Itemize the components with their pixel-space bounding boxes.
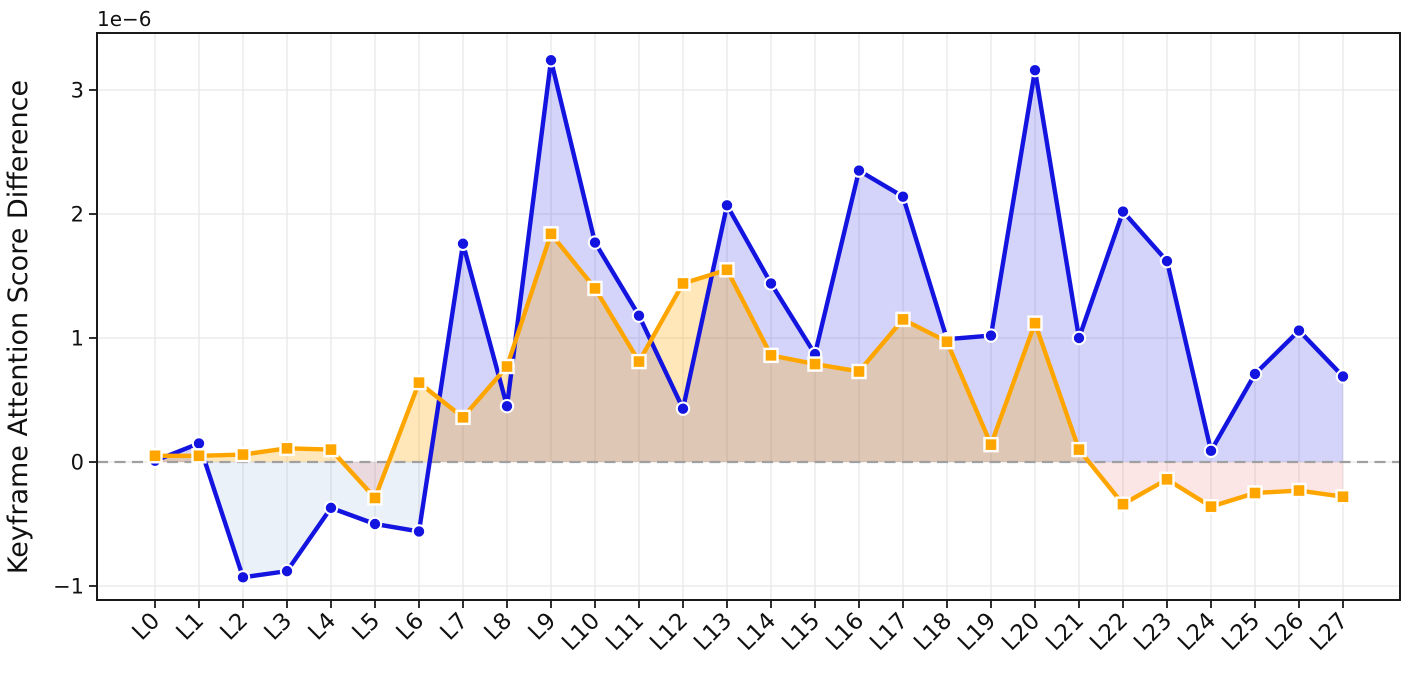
x-tick-label: L9 — [523, 608, 561, 646]
blue-circle-series-line — [152, 58, 1346, 580]
y-tick-label: 3 — [71, 79, 84, 103]
data-point-marker — [587, 235, 603, 250]
x-tick-label: L7 — [435, 608, 473, 646]
orange-square-series-line — [152, 231, 1346, 509]
data-point-marker — [455, 236, 471, 251]
x-tick-label: L3 — [259, 608, 297, 646]
x-tick-label: L24 — [1173, 608, 1221, 656]
data-point-marker — [191, 436, 207, 451]
x-tick-label: L19 — [953, 608, 1001, 656]
data-point-marker — [851, 363, 867, 380]
data-point-marker — [983, 436, 999, 453]
data-point-marker — [675, 275, 691, 292]
data-point-marker — [1115, 204, 1131, 219]
x-tick-label: L13 — [689, 608, 737, 656]
blue-circle-series — [147, 53, 1351, 585]
data-point-marker — [763, 276, 779, 291]
data-point-marker — [1027, 62, 1043, 78]
x-tick-label: L15 — [777, 608, 825, 656]
data-point-marker — [367, 516, 383, 532]
x-tick-label: L18 — [909, 608, 957, 656]
data-point-marker — [1291, 323, 1307, 338]
data-point-marker — [323, 441, 339, 458]
data-point-marker — [411, 524, 427, 539]
x-tick-label: L25 — [1217, 608, 1265, 656]
data-point-marker — [1159, 471, 1175, 488]
data-point-marker — [499, 399, 515, 414]
x-tick-label: L20 — [997, 608, 1045, 656]
x-tick-label: L5 — [347, 608, 385, 646]
data-point-marker — [455, 409, 471, 426]
data-point-marker — [191, 448, 207, 464]
data-point-marker — [367, 490, 383, 506]
data-point-marker — [279, 440, 295, 457]
data-point-marker — [279, 563, 295, 579]
data-point-marker — [499, 358, 515, 375]
data-point-marker — [1115, 496, 1131, 512]
x-tick-label: L4 — [303, 608, 341, 646]
x-tick-label: L10 — [557, 608, 605, 656]
data-point-marker — [1071, 330, 1087, 346]
y-axis-label: Keyframe Attention Score Difference — [3, 80, 34, 574]
data-point-marker — [587, 280, 603, 297]
data-point-marker — [1247, 366, 1263, 382]
data-point-marker — [939, 334, 955, 350]
data-point-marker — [763, 347, 779, 364]
data-point-marker — [675, 401, 691, 416]
plot-border — [96, 32, 1401, 601]
x-tick-label: L27 — [1305, 608, 1353, 656]
x-tick-label: L17 — [865, 608, 913, 656]
data-point-marker — [543, 226, 559, 242]
x-tick-label: L0 — [127, 608, 165, 646]
data-point-marker — [807, 356, 823, 372]
data-point-marker — [895, 189, 911, 204]
data-point-marker — [323, 500, 339, 516]
x-tick-label: L14 — [733, 608, 781, 656]
data-point-marker — [895, 311, 911, 328]
y-tick-label: 1 — [71, 327, 84, 351]
data-point-marker — [411, 374, 427, 391]
data-point-marker — [1203, 498, 1219, 515]
data-point-marker — [631, 353, 647, 370]
data-point-marker — [719, 262, 735, 278]
x-tick-label: L2 — [215, 608, 253, 646]
data-point-marker — [1071, 441, 1087, 458]
y-tick-label: 2 — [71, 203, 84, 227]
y-tick-label: −1 — [53, 575, 84, 599]
data-point-marker — [1159, 253, 1175, 269]
orange-square-series — [147, 226, 1351, 515]
data-point-marker — [1027, 315, 1043, 331]
x-tick-label: L8 — [479, 608, 517, 646]
x-tick-label: L16 — [821, 608, 869, 656]
data-point-marker — [543, 53, 559, 68]
x-tick-label: L23 — [1129, 608, 1177, 656]
data-point-marker — [235, 570, 251, 585]
data-point-marker — [147, 448, 163, 464]
data-point-marker — [1335, 369, 1351, 384]
x-tick-label: L12 — [645, 608, 693, 656]
x-tick-label: L26 — [1261, 608, 1309, 656]
x-tick-label: L11 — [601, 608, 649, 656]
y-tick-label: 0 — [71, 451, 84, 475]
data-point-marker — [851, 163, 867, 178]
data-point-marker — [1247, 485, 1263, 501]
data-point-marker — [1335, 489, 1351, 505]
x-tick-label: L22 — [1085, 608, 1133, 656]
data-point-marker — [1291, 482, 1307, 499]
area-fills — [155, 60, 1343, 578]
y-axis-offset-label: 1e−6 — [97, 7, 152, 31]
x-tick-label: L1 — [171, 608, 209, 646]
x-tick-label: L21 — [1041, 608, 1089, 656]
data-point-marker — [983, 328, 999, 343]
data-point-marker — [235, 446, 251, 463]
data-point-marker — [1203, 443, 1219, 459]
data-point-marker — [631, 308, 647, 323]
x-tick-label: L6 — [391, 608, 429, 646]
data-point-marker — [719, 198, 735, 213]
